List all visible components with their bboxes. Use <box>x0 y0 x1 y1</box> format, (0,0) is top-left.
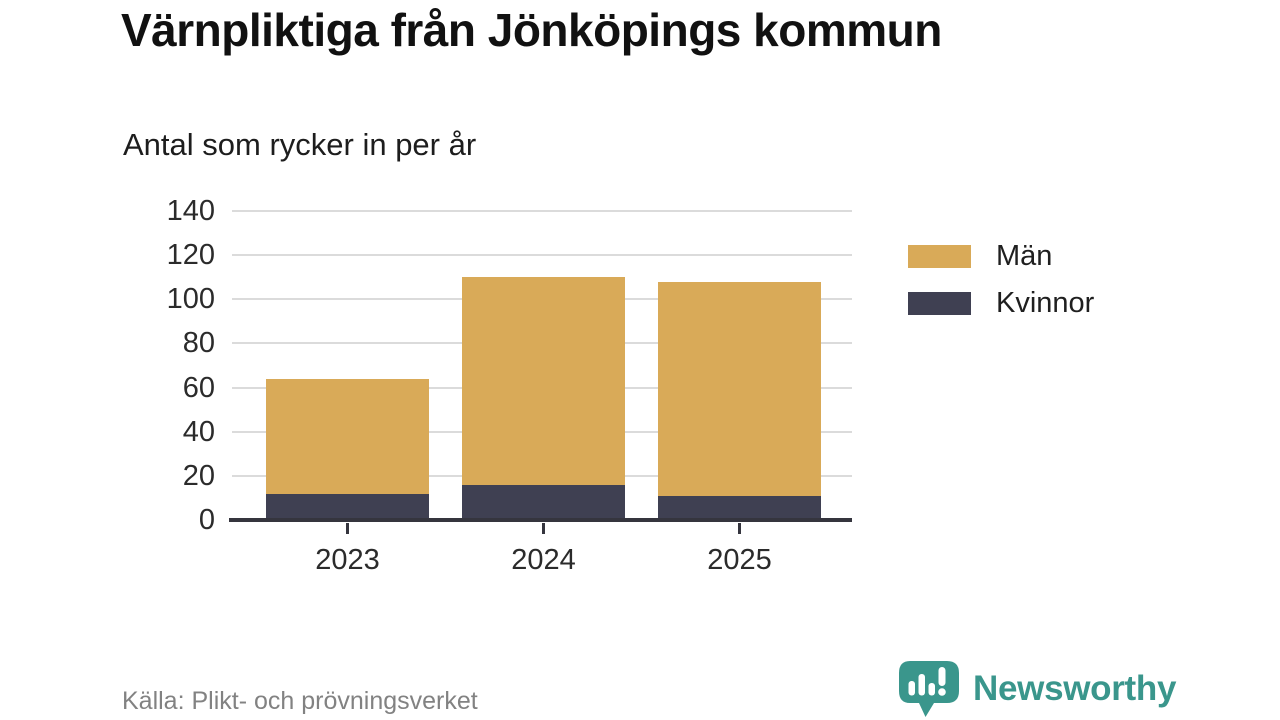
chart-title: Värnpliktiga från Jönköpings kommun <box>121 4 942 56</box>
gridline-140 <box>232 210 852 212</box>
legend-item-man: Män <box>908 240 1094 272</box>
source-note: Källa: Plikt- och prövningsverket <box>122 687 478 715</box>
x-axis-line <box>229 518 852 522</box>
bar-2023-kvinnor <box>266 493 429 520</box>
y-tick-label-0: 0 <box>198 504 215 536</box>
legend: Män Kvinnor <box>908 240 1094 339</box>
bar-2023-män <box>266 378 429 494</box>
legend-item-kvinnor: Kvinnor <box>908 287 1094 319</box>
y-tick-label-20: 20 <box>182 459 215 492</box>
x-tick-label-2023: 2023 <box>315 544 380 576</box>
y-tick-label-140: 140 <box>166 195 215 227</box>
newsworthy-wordmark: Newsworthy <box>973 669 1177 708</box>
legend-label-man: Män <box>996 240 1053 272</box>
y-tick-label-40: 40 <box>182 415 215 448</box>
x-tick-2024 <box>542 523 545 534</box>
chart-subtitle: Antal som rycker in per år <box>123 127 477 162</box>
gridline-120 <box>232 254 852 257</box>
newsworthy-logo: Newsworthy <box>898 660 1176 718</box>
legend-label-kvinnor: Kvinnor <box>996 287 1095 319</box>
y-tick-label-120: 120 <box>166 239 215 272</box>
x-tick-2023 <box>346 523 349 534</box>
legend-swatch-man <box>908 245 971 268</box>
newsworthy-bubble-chart-icon <box>899 661 959 717</box>
y-tick-label-100: 100 <box>166 283 215 316</box>
bar-2025-män <box>658 281 821 496</box>
y-tick-label-60: 60 <box>182 371 215 404</box>
y-tick-label-80: 80 <box>182 327 215 360</box>
x-tick-label-2024: 2024 <box>511 544 576 576</box>
legend-swatch-kvinnor <box>908 292 971 315</box>
x-tick-label-2025: 2025 <box>707 544 772 576</box>
bar-2024-män <box>462 277 625 485</box>
bar-2025-kvinnor <box>658 495 821 520</box>
plot-area: 0 20 40 60 80 100 120 140 2023 2024 2025 <box>167 196 852 576</box>
x-tick-2025 <box>738 523 741 534</box>
bar-2024-kvinnor <box>462 484 625 520</box>
